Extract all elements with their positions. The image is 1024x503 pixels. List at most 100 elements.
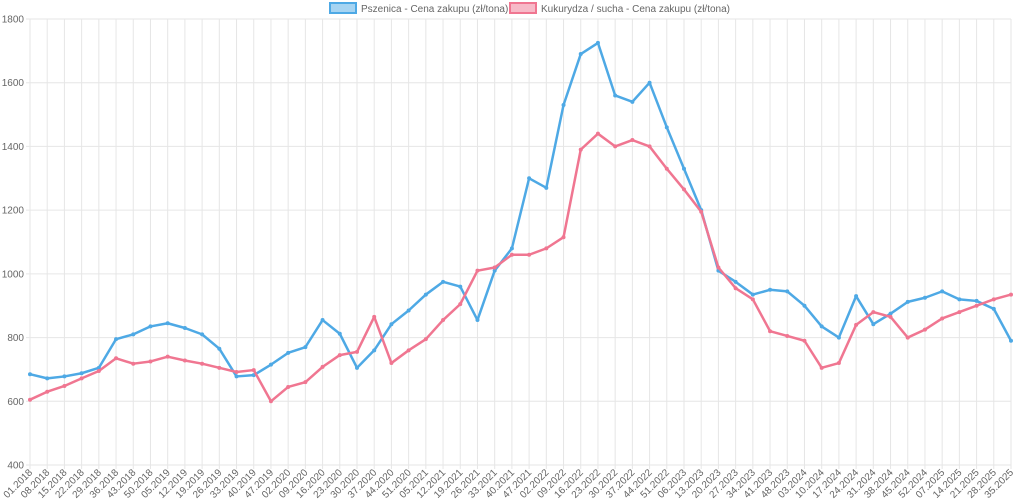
data-point[interactable]	[733, 286, 738, 291]
data-point[interactable]	[957, 310, 962, 315]
data-point[interactable]	[217, 346, 222, 351]
data-point[interactable]	[940, 289, 945, 294]
data-point[interactable]	[940, 316, 945, 321]
data-point[interactable]	[234, 374, 239, 379]
data-point[interactable]	[595, 131, 600, 136]
data-point[interactable]	[492, 268, 497, 273]
data-point[interactable]	[699, 209, 704, 214]
data-point[interactable]	[716, 265, 721, 270]
data-point[interactable]	[79, 376, 84, 381]
data-point[interactable]	[475, 318, 480, 323]
data-point[interactable]	[131, 361, 136, 366]
data-point[interactable]	[578, 147, 583, 152]
data-point[interactable]	[372, 348, 377, 353]
data-point[interactable]	[131, 332, 136, 337]
data-point[interactable]	[888, 314, 893, 319]
data-point[interactable]	[561, 235, 566, 240]
data-point[interactable]	[630, 138, 635, 143]
data-point[interactable]	[320, 364, 325, 369]
data-point[interactable]	[286, 350, 291, 355]
data-point[interactable]	[355, 365, 359, 370]
data-point[interactable]	[372, 314, 377, 319]
data-point[interactable]	[544, 185, 549, 190]
data-point[interactable]	[905, 335, 910, 340]
data-point[interactable]	[286, 384, 291, 389]
data-point[interactable]	[509, 252, 514, 257]
data-point[interactable]	[337, 331, 342, 336]
data-point[interactable]	[871, 310, 876, 315]
data-point[interactable]	[355, 349, 359, 354]
data-point[interactable]	[492, 265, 497, 270]
data-point[interactable]	[509, 246, 514, 251]
data-point[interactable]	[836, 361, 841, 366]
data-point[interactable]	[733, 279, 738, 284]
data-point[interactable]	[647, 80, 652, 85]
data-point[interactable]	[45, 389, 50, 394]
data-point[interactable]	[888, 311, 893, 316]
data-point[interactable]	[96, 369, 101, 374]
data-point[interactable]	[79, 371, 84, 376]
data-point[interactable]	[165, 321, 170, 326]
data-point[interactable]	[854, 322, 859, 327]
data-point[interactable]	[234, 369, 239, 374]
data-point[interactable]	[182, 358, 187, 363]
data-point[interactable]	[974, 303, 979, 308]
data-point[interactable]	[389, 361, 394, 366]
data-point[interactable]	[527, 176, 532, 181]
data-point[interactable]	[441, 279, 446, 284]
data-point[interactable]	[320, 318, 325, 323]
data-point[interactable]	[268, 399, 273, 404]
data-point[interactable]	[578, 52, 583, 57]
data-point[interactable]	[664, 166, 669, 171]
data-point[interactable]	[148, 359, 153, 364]
data-point[interactable]	[974, 298, 979, 303]
data-point[interactable]	[802, 338, 807, 343]
data-point[interactable]	[475, 268, 480, 273]
data-point[interactable]	[303, 380, 308, 385]
data-point[interactable]	[991, 297, 996, 302]
data-point[interactable]	[768, 329, 773, 334]
data-point[interactable]	[905, 299, 910, 304]
data-point[interactable]	[785, 333, 790, 338]
data-point[interactable]	[595, 40, 600, 45]
data-point[interactable]	[389, 322, 394, 327]
data-point[interactable]	[613, 144, 618, 149]
data-point[interactable]	[62, 374, 67, 379]
data-point[interactable]	[957, 297, 962, 302]
data-point[interactable]	[854, 294, 859, 299]
data-point[interactable]	[1009, 292, 1013, 297]
data-point[interactable]	[200, 332, 205, 337]
data-point[interactable]	[406, 308, 411, 313]
data-point[interactable]	[441, 318, 446, 323]
data-point[interactable]	[750, 297, 755, 302]
data-point[interactable]	[682, 166, 686, 171]
data-point[interactable]	[28, 372, 32, 377]
data-point[interactable]	[785, 289, 790, 294]
data-point[interactable]	[182, 326, 187, 331]
data-point[interactable]	[217, 365, 222, 370]
data-point[interactable]	[114, 337, 119, 342]
data-point[interactable]	[991, 306, 996, 311]
data-point[interactable]	[303, 345, 308, 350]
data-point[interactable]	[62, 383, 67, 388]
data-point[interactable]	[1009, 338, 1013, 343]
data-point[interactable]	[819, 324, 824, 329]
data-point[interactable]	[664, 125, 669, 130]
data-point[interactable]	[544, 246, 549, 251]
data-point[interactable]	[45, 376, 50, 381]
data-point[interactable]	[165, 354, 170, 359]
data-point[interactable]	[458, 302, 463, 307]
data-point[interactable]	[647, 144, 652, 149]
data-point[interactable]	[423, 292, 428, 297]
legend-item-pszenica[interactable]: Pszenica - Cena zakupu (zł/tona)	[329, 2, 508, 15]
data-point[interactable]	[613, 93, 618, 98]
data-point[interactable]	[527, 252, 532, 257]
data-point[interactable]	[802, 303, 807, 308]
data-point[interactable]	[200, 361, 205, 366]
data-point[interactable]	[768, 287, 773, 292]
data-point[interactable]	[871, 322, 876, 327]
data-point[interactable]	[922, 295, 927, 300]
data-point[interactable]	[682, 187, 686, 192]
data-point[interactable]	[750, 292, 755, 297]
data-point[interactable]	[28, 397, 32, 402]
